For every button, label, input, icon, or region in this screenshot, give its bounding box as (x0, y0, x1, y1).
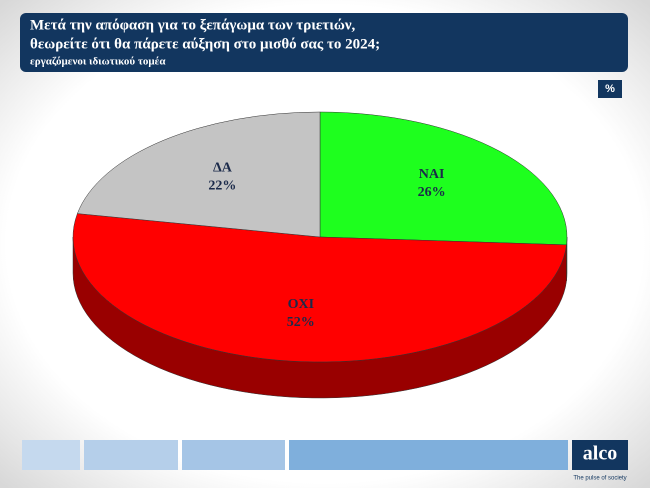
logo-box (572, 440, 628, 470)
value-label: 22% (208, 179, 236, 194)
header-box (20, 13, 628, 72)
slice-label: ΔΑ (213, 161, 233, 176)
chart-title: Μετά την απόφαση για το ξεπάγωμα των τρι… (30, 17, 356, 33)
chart-subtitle: εργαζόμενοι ιδιωτικού τομέα (30, 56, 166, 68)
value-label: 52% (287, 315, 315, 330)
logo-tagline: The pulse of society (573, 476, 626, 482)
slice-label: ΝΑΙ (419, 167, 445, 182)
slice (72, 213, 567, 363)
pie: ΝΑΙ 26% ΟΧΙ 52% ΔΑ 22% (72, 111, 568, 399)
slice (319, 111, 568, 246)
footer-bar (289, 440, 568, 470)
value-label: 26% (418, 185, 446, 200)
footer-bar (84, 440, 178, 470)
slice-label: ΟΧΙ (288, 297, 314, 312)
footer-bar (182, 440, 285, 470)
unit-label: % (605, 83, 615, 95)
slice (77, 111, 321, 238)
unit-badge (598, 80, 622, 98)
chart-title: θεωρείτε ότι θα πάρετε αύξηση στο μισθό … (30, 36, 380, 52)
footer-bar (22, 440, 80, 470)
logo-name: alco (583, 443, 617, 465)
